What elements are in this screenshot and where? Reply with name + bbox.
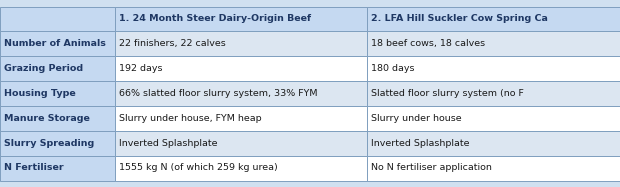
Bar: [367, 131, 620, 156]
Text: Number of Animals: Number of Animals: [4, 39, 106, 47]
Bar: [367, 156, 620, 180]
Bar: [0, 30, 115, 56]
Bar: [367, 56, 620, 80]
Text: Slatted floor slurry system (no F: Slatted floor slurry system (no F: [371, 88, 524, 97]
Bar: [115, 56, 367, 80]
Text: Manure Storage: Manure Storage: [4, 114, 90, 122]
Text: 180 days: 180 days: [371, 64, 415, 73]
Bar: [115, 30, 367, 56]
Text: 192 days: 192 days: [119, 64, 162, 73]
Bar: [0, 131, 115, 156]
Text: Housing Type: Housing Type: [4, 88, 76, 97]
Text: Grazing Period: Grazing Period: [4, 64, 83, 73]
Text: N Fertiliser: N Fertiliser: [4, 163, 64, 172]
Text: 18 beef cows, 18 calves: 18 beef cows, 18 calves: [371, 39, 485, 47]
Text: Inverted Splashplate: Inverted Splashplate: [119, 139, 218, 148]
Bar: [115, 131, 367, 156]
Text: 2. LFA Hill Suckler Cow Spring Ca: 2. LFA Hill Suckler Cow Spring Ca: [371, 14, 548, 23]
Text: Inverted Splashplate: Inverted Splashplate: [371, 139, 469, 148]
Text: 66% slatted floor slurry system, 33% FYM: 66% slatted floor slurry system, 33% FYM: [119, 88, 317, 97]
Bar: [115, 80, 367, 105]
Text: Slurry under house: Slurry under house: [371, 114, 462, 122]
Text: 1555 kg N (of which 259 kg urea): 1555 kg N (of which 259 kg urea): [119, 163, 278, 172]
Text: 1. 24 Month Steer Dairy-Origin Beef: 1. 24 Month Steer Dairy-Origin Beef: [119, 14, 311, 23]
Text: Slurry under house, FYM heap: Slurry under house, FYM heap: [119, 114, 262, 122]
Bar: [0, 105, 115, 131]
Text: Slurry Spreading: Slurry Spreading: [4, 139, 94, 148]
Bar: [115, 7, 367, 30]
Bar: [115, 105, 367, 131]
Bar: [367, 30, 620, 56]
Bar: [367, 105, 620, 131]
Bar: [0, 80, 115, 105]
Bar: [0, 56, 115, 80]
Bar: [367, 7, 620, 30]
Bar: [0, 7, 115, 30]
Bar: [367, 80, 620, 105]
Text: No N fertiliser application: No N fertiliser application: [371, 163, 492, 172]
Bar: [0, 156, 115, 180]
Bar: [115, 156, 367, 180]
Text: 22 finishers, 22 calves: 22 finishers, 22 calves: [119, 39, 226, 47]
